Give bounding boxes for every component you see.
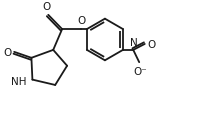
Text: N: N — [130, 37, 138, 47]
Text: NH: NH — [11, 77, 27, 86]
Text: O: O — [3, 47, 12, 57]
Text: O: O — [77, 16, 86, 26]
Text: O: O — [148, 39, 156, 49]
Text: O⁻: O⁻ — [133, 66, 147, 76]
Text: O: O — [43, 2, 51, 12]
